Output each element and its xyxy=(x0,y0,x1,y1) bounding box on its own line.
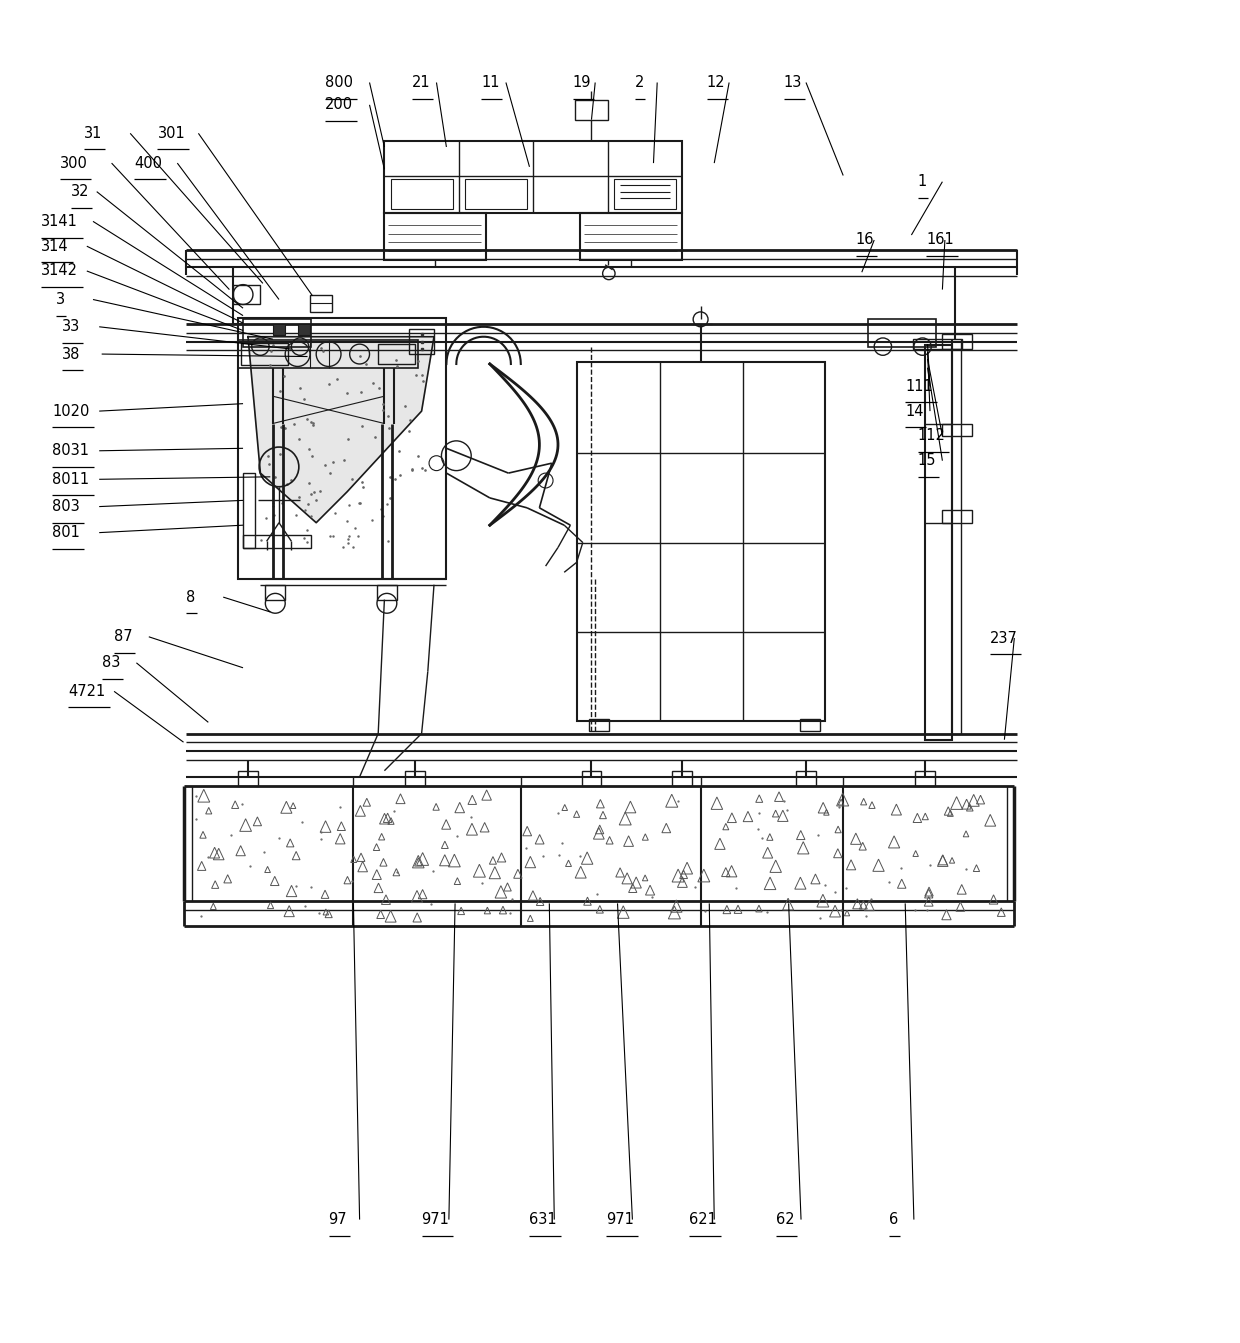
Bar xyxy=(241,342,288,365)
Text: 237: 237 xyxy=(990,630,1017,646)
Text: 3: 3 xyxy=(56,291,64,308)
Text: 13: 13 xyxy=(784,75,802,90)
Text: 8011: 8011 xyxy=(52,471,89,486)
Text: 8031: 8031 xyxy=(52,443,89,458)
Text: 111: 111 xyxy=(905,379,932,393)
Text: 11: 11 xyxy=(481,75,500,90)
Bar xyxy=(796,771,816,786)
Text: 631: 631 xyxy=(529,1213,557,1228)
Bar xyxy=(868,320,936,346)
Bar xyxy=(384,212,486,259)
Bar xyxy=(384,141,682,212)
Bar xyxy=(465,179,527,210)
Text: 1020: 1020 xyxy=(52,404,89,419)
Text: 801: 801 xyxy=(52,525,79,540)
Text: 83: 83 xyxy=(102,655,120,670)
Bar xyxy=(265,584,285,599)
Bar xyxy=(238,318,446,579)
Text: 16: 16 xyxy=(856,232,874,247)
Bar xyxy=(378,344,415,364)
Bar xyxy=(575,99,608,120)
Bar xyxy=(913,340,962,349)
Text: 31: 31 xyxy=(84,126,103,141)
Text: 200: 200 xyxy=(325,97,353,113)
Bar xyxy=(589,719,609,731)
Text: 6: 6 xyxy=(889,1213,898,1228)
Bar xyxy=(580,212,682,259)
Text: 4721: 4721 xyxy=(68,684,105,698)
Bar xyxy=(233,285,260,305)
Text: 400: 400 xyxy=(134,156,162,171)
Text: 38: 38 xyxy=(62,346,81,361)
Text: 112: 112 xyxy=(918,428,945,443)
Text: 3142: 3142 xyxy=(41,263,78,278)
Text: 803: 803 xyxy=(52,500,79,514)
Text: 161: 161 xyxy=(926,232,954,247)
Text: 87: 87 xyxy=(114,630,133,645)
Bar xyxy=(405,771,425,786)
Text: 800: 800 xyxy=(325,75,353,90)
Bar xyxy=(377,584,397,599)
Text: 62: 62 xyxy=(776,1213,795,1228)
Text: 8: 8 xyxy=(186,590,195,604)
Text: 32: 32 xyxy=(71,184,89,199)
Bar xyxy=(238,771,258,786)
Bar xyxy=(238,340,418,368)
Text: 300: 300 xyxy=(60,156,87,171)
Text: 12: 12 xyxy=(707,75,725,90)
Text: 15: 15 xyxy=(918,453,936,469)
Bar xyxy=(273,324,285,336)
Bar xyxy=(577,361,825,721)
Text: 971: 971 xyxy=(606,1213,634,1228)
Bar xyxy=(915,771,935,786)
Bar xyxy=(409,329,434,355)
Text: 621: 621 xyxy=(689,1213,717,1228)
Text: 971: 971 xyxy=(422,1213,449,1228)
Text: 1: 1 xyxy=(918,175,926,189)
Bar xyxy=(672,771,692,786)
Text: 314: 314 xyxy=(41,239,68,254)
Bar xyxy=(243,473,255,548)
Bar xyxy=(925,345,952,740)
Text: 301: 301 xyxy=(157,126,185,141)
Bar xyxy=(582,771,601,786)
Bar xyxy=(942,423,972,436)
Bar xyxy=(942,510,972,522)
Text: 97: 97 xyxy=(329,1213,347,1228)
Text: 14: 14 xyxy=(905,404,924,419)
Text: 21: 21 xyxy=(412,75,430,90)
Bar xyxy=(243,535,311,548)
Bar xyxy=(942,334,972,349)
Bar xyxy=(391,179,453,210)
Polygon shape xyxy=(248,337,434,522)
Text: 19: 19 xyxy=(573,75,591,90)
Bar xyxy=(614,179,676,210)
Text: 2: 2 xyxy=(635,75,645,90)
Text: 3141: 3141 xyxy=(41,214,78,228)
Bar xyxy=(310,294,332,312)
Bar xyxy=(298,324,310,336)
Bar xyxy=(243,320,311,346)
Bar xyxy=(800,719,820,731)
Text: 33: 33 xyxy=(62,320,81,334)
